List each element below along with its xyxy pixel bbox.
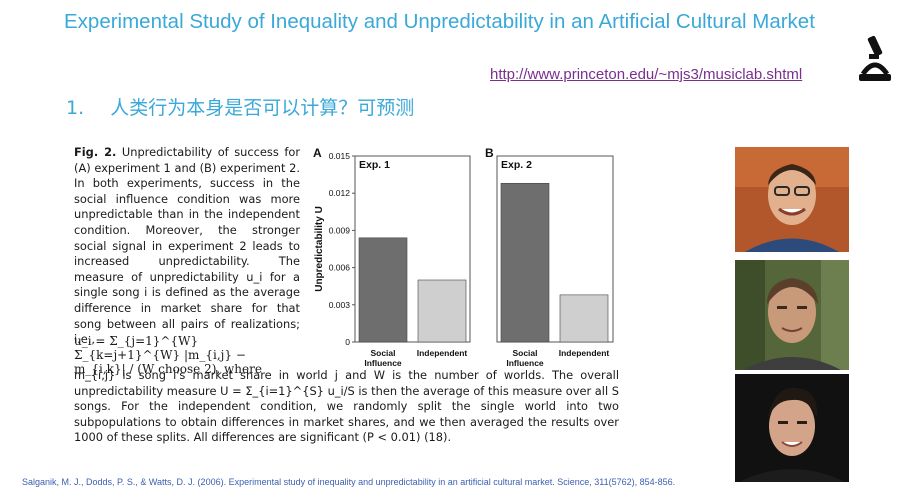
- source-link[interactable]: http://www.princeton.edu/~mjs3/musiclab.…: [490, 66, 803, 83]
- formula: u_i = Σ_{j=1}^{W} Σ_{k=j+1}^{W} |m_{i,j}…: [74, 334, 262, 376]
- x-tick-label: Influence: [364, 358, 402, 368]
- bullet-text: 人类行为本身是否可以计算？可预测: [110, 97, 415, 119]
- y-tick-label: 0.012: [329, 188, 351, 198]
- unpredictability-chart: Unpredictability U A Exp. 1 0 0.003 0.006 0.00…: [313, 146, 614, 368]
- panel-title: Exp. 1: [359, 159, 390, 171]
- caption-continuation-2: and W is the number of worlds. The overa…: [74, 368, 620, 445]
- y-tick-label: 0.015: [329, 151, 351, 161]
- x-tick-label: Social: [512, 348, 537, 358]
- bar-social-influence: [358, 237, 408, 343]
- caption-text: Unpredictability of success for (A) expe…: [74, 145, 301, 347]
- caption-label: Fig. 2.: [74, 145, 117, 159]
- y-axis-label: Unpredictability U: [314, 206, 325, 292]
- bullet-point: 1. 人类行为本身是否可以计算？可预测: [66, 93, 414, 120]
- y-tick-label: 0.003: [329, 300, 351, 310]
- bar-independent: [417, 279, 467, 343]
- bar-social-influence: [500, 182, 550, 343]
- microscope-icon: [859, 35, 891, 81]
- y-tick-label: 0.009: [329, 225, 351, 235]
- bar-independent: [559, 294, 609, 343]
- figure-caption: Fig. 2. Unpredictability of success for …: [74, 145, 300, 348]
- x-tick-label: Independent: [417, 348, 468, 358]
- y-tick-label: 0: [345, 337, 350, 347]
- panel-letter: B: [485, 146, 494, 160]
- y-tick-label: 0.006: [329, 263, 351, 273]
- panel-frame: [354, 155, 471, 343]
- x-tick-label: Influence: [506, 358, 544, 368]
- slide-title: Experimental Study of Inequality and Unp…: [64, 10, 815, 33]
- x-tick-label: Social: [370, 348, 395, 358]
- panel-title: Exp. 2: [501, 159, 532, 171]
- panel-frame: [496, 155, 614, 343]
- panel-letter: A: [313, 146, 322, 160]
- caption-continuation: m_{i,j} is song i's market share in worl…: [74, 368, 619, 446]
- author-photo-3: [735, 374, 849, 482]
- caption-continuation-1: m_{i,j} is song i's market share in worl…: [74, 368, 338, 382]
- author-photo-1: [735, 147, 849, 252]
- x-tick-label: Independent: [559, 348, 610, 358]
- author-photo-2: [735, 260, 849, 370]
- bullet-number: 1.: [66, 97, 85, 119]
- reference-citation: Salganik, M. J., Dodds, P. S., & Watts, …: [22, 477, 676, 487]
